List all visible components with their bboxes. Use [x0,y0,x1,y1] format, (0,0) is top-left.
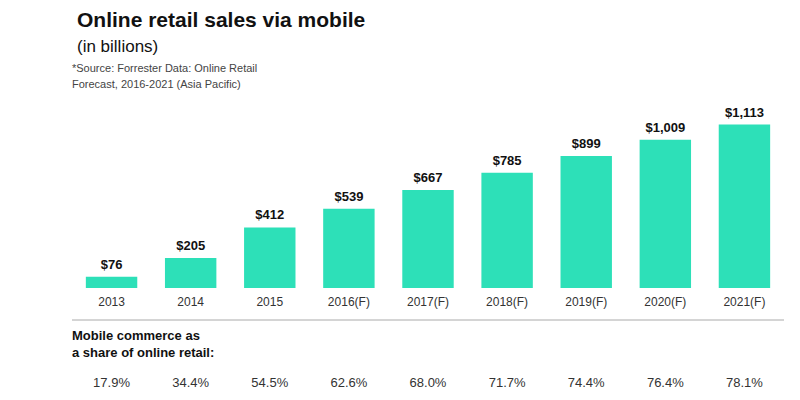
svg-text:62.6%: 62.6% [330,375,367,390]
svg-text:2019(F): 2019(F) [565,295,607,309]
svg-text:$899: $899 [572,136,601,151]
svg-text:*Source: Forrester Data: Onlin: *Source: Forrester Data: Online Retail [72,62,257,74]
svg-text:54.5%: 54.5% [251,375,288,390]
svg-text:34.4%: 34.4% [172,375,209,390]
svg-text:$412: $412 [255,207,284,222]
svg-text:74.4%: 74.4% [568,375,605,390]
svg-text:$76: $76 [101,257,123,272]
svg-text:76.4%: 76.4% [647,375,684,390]
svg-text:2016(F): 2016(F) [328,295,370,309]
svg-text:Mobile commerce as: Mobile commerce as [72,328,200,343]
svg-text:2018(F): 2018(F) [486,295,528,309]
svg-text:2021(F): 2021(F) [723,295,765,309]
svg-text:$1,113: $1,113 [725,105,764,120]
svg-text:$667: $667 [414,170,443,185]
svg-text:a share of online retail:: a share of online retail: [72,345,214,360]
svg-text:2017(F): 2017(F) [407,295,449,309]
svg-text:2013: 2013 [98,295,125,309]
svg-text:68.0%: 68.0% [410,375,447,390]
svg-text:2014: 2014 [177,295,204,309]
svg-text:71.7%: 71.7% [489,375,526,390]
svg-text:$205: $205 [176,238,205,253]
svg-text:Online retail sales via mobile: Online retail sales via mobile [77,8,365,31]
svg-text:Forecast, 2016-2021 (Asia Paci: Forecast, 2016-2021 (Asia Pacific) [72,78,241,90]
svg-text:78.1%: 78.1% [726,375,763,390]
svg-text:2020(F): 2020(F) [644,295,686,309]
svg-text:17.9%: 17.9% [93,375,130,390]
svg-text:(in billions): (in billions) [77,37,158,56]
svg-text:2015: 2015 [256,295,283,309]
svg-text:$785: $785 [493,153,522,168]
svg-text:$1,009: $1,009 [645,120,685,135]
svg-text:$539: $539 [334,189,363,204]
